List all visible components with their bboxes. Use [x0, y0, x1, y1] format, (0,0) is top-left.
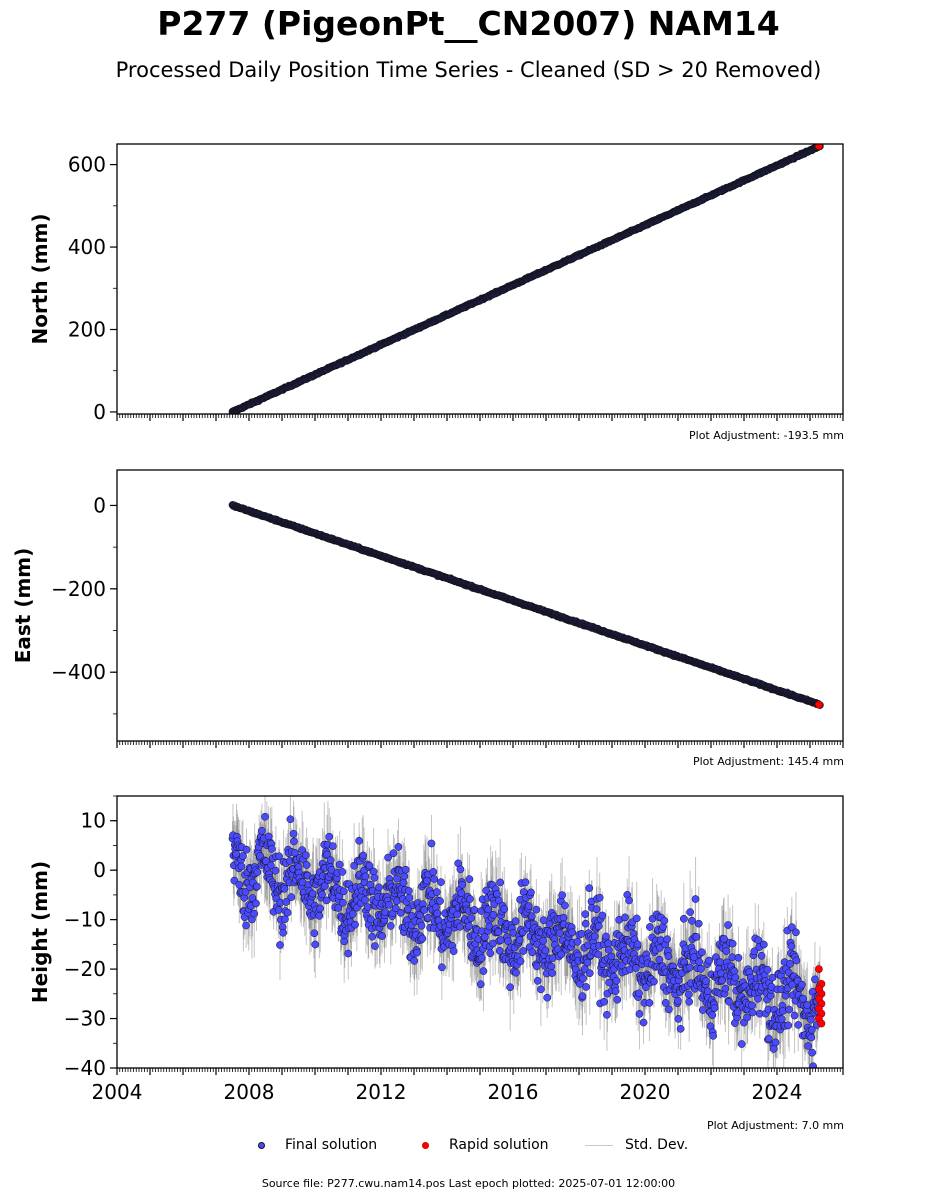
rapid-point	[815, 700, 823, 709]
height-y-axis-label: Height (mm)	[28, 861, 52, 1003]
x-tick-label: 2020	[620, 1080, 671, 1104]
east-y-axis-label: East (mm)	[11, 548, 35, 664]
legend-stddev-label: Std. Dev.	[625, 1137, 689, 1153]
y-tick-label: 600	[68, 153, 106, 177]
x-tick-label: 2008	[224, 1080, 275, 1104]
x-tick-label: 2004	[92, 1080, 143, 1104]
legend-stddev: Std. Dev.	[585, 1137, 688, 1153]
legend-rapid-marker	[422, 1141, 429, 1149]
north-plot-area	[228, 144, 824, 414]
height-plot-adjustment: Plot Adjustment: 7.0 mm	[706, 1119, 844, 1132]
east-chart: 0 −200 −400 East (mm)	[11, 469, 844, 748]
legend: Final solution Rapid solution Std. Dev.	[0, 1137, 937, 1157]
source-footer: Source file: P277.cwu.nam14.pos Last epo…	[261, 1177, 676, 1190]
height-chart: 10 0 −10 −20 −30 −40 Height (mm) 2004 2008 2012 20…	[28, 795, 844, 1104]
rapid-point	[817, 1019, 826, 1028]
height-x-ticks	[116, 1068, 844, 1075]
rapid-point	[815, 965, 823, 973]
legend-stddev-line	[585, 1144, 613, 1146]
east-x-ticks	[116, 741, 844, 748]
rapid-point	[815, 144, 823, 150]
east-plot-area	[228, 501, 824, 709]
x-tick-label: 2024	[752, 1080, 803, 1104]
y-tick-label: −400	[51, 660, 106, 684]
y-tick-label: −10	[64, 908, 106, 932]
legend-final-label: Final solution	[285, 1137, 378, 1153]
east-plot-adjustment: Plot Adjustment: 145.4 mm	[692, 755, 844, 768]
north-final-points	[228, 144, 824, 414]
height-rapid-points	[815, 965, 826, 1028]
y-tick-label: −20	[64, 957, 106, 981]
north-x-ticks	[116, 414, 844, 421]
legend-rapid: Rapid solution	[422, 1137, 549, 1153]
height-final-points	[228, 812, 824, 1068]
y-tick-label: 0	[93, 400, 106, 424]
x-tick-label: 2012	[356, 1080, 407, 1104]
height-y-ticks: 10 0 −10 −20 −30 −40	[64, 795, 117, 1080]
y-tick-label: 0	[93, 858, 106, 882]
east-final-points	[228, 501, 824, 709]
north-rapid-points	[815, 144, 823, 150]
y-tick-label: 200	[68, 317, 106, 341]
north-plot-adjustment: Plot Adjustment: -193.5 mm	[689, 429, 844, 442]
y-tick-label: −40	[64, 1056, 106, 1080]
y-tick-label: 400	[68, 235, 106, 259]
east-rapid-points	[815, 700, 823, 709]
east-frame	[116, 469, 844, 742]
y-tick-label: 10	[81, 809, 106, 833]
north-y-ticks: 0 200 400 600	[68, 153, 117, 424]
page-subtitle: Processed Daily Position Time Series - C…	[115, 58, 822, 82]
north-y-axis-label: North (mm)	[28, 213, 52, 344]
east-y-ticks: 0 −200 −400	[51, 493, 117, 715]
legend-final-marker	[258, 1141, 265, 1149]
north-chart: 0 200 400 600 North (mm)	[28, 143, 844, 424]
legend-final: Final solution	[258, 1137, 377, 1153]
height-plot-area	[228, 796, 826, 1068]
y-tick-label: 0	[93, 493, 106, 517]
y-tick-label: −30	[64, 1007, 106, 1031]
page-title: P277 (PigeonPt__CN2007) NAM14	[157, 4, 780, 43]
y-tick-label: −200	[51, 577, 106, 601]
x-tick-label: 2016	[488, 1080, 539, 1104]
height-stddev-bars	[232, 796, 821, 1068]
legend-rapid-label: Rapid solution	[449, 1137, 549, 1153]
